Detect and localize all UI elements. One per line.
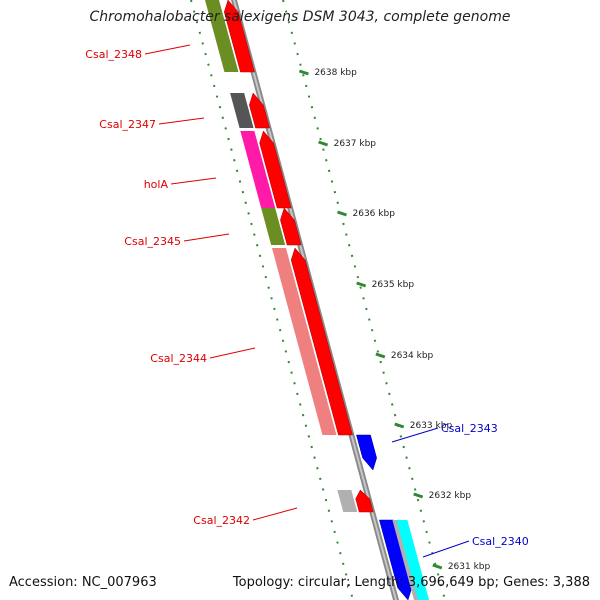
gene-label-leader bbox=[170, 177, 217, 185]
ruler-label: 2631 kbp bbox=[448, 562, 491, 572]
gene-label-leader bbox=[158, 117, 205, 125]
ruler-label: 2633 kbp bbox=[410, 421, 453, 431]
gene-label: Csal_2348 bbox=[85, 48, 142, 61]
cog-block bbox=[271, 248, 337, 435]
ruler-major-tick bbox=[356, 281, 367, 288]
ruler-label: 2637 kbp bbox=[334, 139, 377, 149]
gene-label: Csal_2345 bbox=[124, 235, 181, 248]
ruler-label: 2636 kbp bbox=[353, 209, 396, 219]
ruler-major-tick bbox=[394, 422, 405, 429]
gene-hola: holA bbox=[144, 130, 292, 209]
ruler-label: 2638 kbp bbox=[314, 68, 357, 78]
forward-gene-arrow bbox=[223, 0, 255, 73]
cog-block bbox=[230, 93, 254, 128]
ruler-label: 2632 kbp bbox=[429, 491, 472, 501]
gene-label: Csal_2343 bbox=[441, 422, 498, 435]
gene-csal-2342: Csal_2342 bbox=[193, 489, 374, 527]
ruler-label: 2634 kbp bbox=[391, 351, 434, 361]
tick-guides bbox=[190, 0, 446, 600]
gene-label: Csal_2347 bbox=[99, 118, 156, 131]
gene-csal-2347: Csal_2347 bbox=[99, 92, 270, 131]
gene-label-leader bbox=[209, 347, 256, 359]
forward-gene-arrow bbox=[249, 92, 270, 129]
gene-label: holA bbox=[144, 178, 169, 191]
gene-label: Csal_2340 bbox=[472, 535, 529, 548]
gene-csal-2343: Csal_2343 bbox=[356, 422, 498, 471]
topology-text: Topology: circular; Length: 3,696,649 bp… bbox=[232, 575, 590, 590]
genome-title: Chromohalobacter salexigens DSM 3043, co… bbox=[89, 9, 511, 25]
forward-gene-arrow bbox=[355, 489, 374, 513]
gene-label-leader bbox=[183, 233, 230, 242]
cog-block bbox=[395, 520, 429, 600]
cog-block bbox=[240, 131, 276, 208]
gene-csal-2344: Csal_2344 bbox=[150, 247, 353, 436]
cog-block bbox=[261, 208, 286, 245]
ruler-major-tick bbox=[318, 140, 329, 147]
gene-label-leader bbox=[422, 540, 470, 558]
gene-csal-2345: Csal_2345 bbox=[124, 207, 302, 248]
ruler-label: 2635 kbp bbox=[372, 280, 415, 290]
cog-block-edge bbox=[392, 520, 418, 600]
forward-gene-arrow bbox=[259, 130, 292, 209]
gene-label-leader bbox=[144, 44, 191, 55]
ruler-major-tick bbox=[298, 69, 309, 76]
gene-csal-2340: Csal_2340 bbox=[379, 519, 529, 600]
outer-tick-track bbox=[282, 0, 446, 600]
ruler-major-tick bbox=[337, 210, 347, 217]
reverse-gene-arrow bbox=[379, 519, 413, 600]
reverse-gene-arrow bbox=[356, 434, 377, 471]
forward-gene-arrow bbox=[280, 207, 302, 246]
ruler-major-tick bbox=[375, 352, 386, 359]
ruler-major-tick bbox=[432, 563, 443, 570]
inner-tick-track bbox=[190, 0, 354, 600]
forward-gene-arrow bbox=[290, 247, 353, 436]
gene-csal-2348: Csal_2348 bbox=[85, 0, 255, 73]
gene-label-leader bbox=[252, 507, 298, 521]
accession-text: Accession: NC_007963 bbox=[9, 575, 157, 590]
cog-block bbox=[205, 0, 239, 72]
gene-label-leader bbox=[391, 427, 439, 443]
gene-label: Csal_2342 bbox=[193, 514, 250, 527]
gene-label: Csal_2344 bbox=[150, 352, 207, 365]
ruler-major-tick bbox=[413, 492, 424, 499]
cog-block bbox=[337, 490, 358, 512]
